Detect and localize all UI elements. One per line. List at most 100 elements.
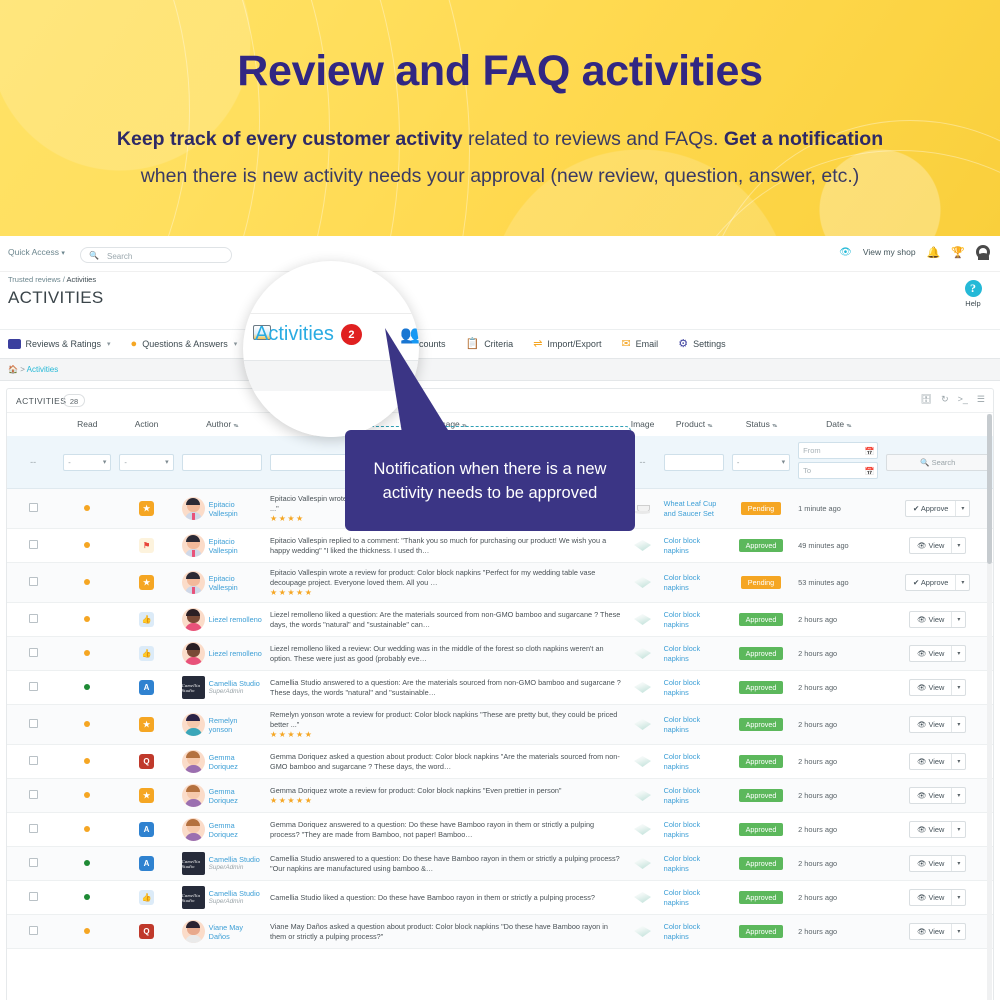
- row-action-label[interactable]: 👁 View: [917, 825, 945, 834]
- scrollbar-thumb[interactable]: [987, 414, 992, 564]
- chevron-down-icon[interactable]: ▾: [951, 612, 965, 627]
- row-action-button[interactable]: 👁 View ▾: [909, 821, 967, 838]
- row-action-button[interactable]: ✔ Approve ▾: [905, 500, 971, 517]
- product-link[interactable]: Color block napkins: [663, 820, 701, 839]
- author-name[interactable]: Gemma Doriquez: [208, 820, 238, 839]
- row-checkbox[interactable]: [28, 682, 38, 691]
- row-action-button[interactable]: 👁 View ▾: [909, 537, 967, 554]
- row-action-button[interactable]: 👁 View ▾: [909, 889, 967, 906]
- bell-icon[interactable]: 🔔: [926, 246, 941, 259]
- filter-product-input[interactable]: [663, 453, 724, 471]
- tab-criteria[interactable]: 📋 Criteria: [465, 338, 513, 350]
- action-icon-answer[interactable]: A: [139, 856, 155, 871]
- action-icon-question[interactable]: Q: [139, 924, 155, 939]
- row-action-label[interactable]: 👁 View: [917, 893, 945, 902]
- table-scrollbar[interactable]: [987, 414, 992, 1000]
- console-icon[interactable]: >_: [957, 394, 968, 404]
- product-link[interactable]: Color block napkins: [663, 610, 701, 629]
- row-checkbox[interactable]: [28, 858, 38, 867]
- table-row[interactable]: ★ Epitacio Vallespin Epitacio Vallespin wr…: [7, 562, 993, 603]
- author-name[interactable]: Viane May Daños: [208, 922, 244, 941]
- row-action-label[interactable]: 👁 View: [917, 927, 945, 936]
- chevron-down-icon[interactable]: ▾: [951, 717, 965, 732]
- row-action-label[interactable]: 👁 View: [917, 649, 945, 658]
- chevron-down-icon[interactable]: ▾: [951, 856, 965, 871]
- chevron-down-icon[interactable]: ▾: [951, 788, 965, 803]
- table-row[interactable]: Q Gemma Doriquez Gemma Doriquez asked a qu…: [7, 744, 993, 779]
- author-name[interactable]: Remelyn yonson: [208, 715, 238, 734]
- row-checkbox[interactable]: [28, 790, 38, 799]
- col-status[interactable]: Status ▾▴: [727, 413, 795, 436]
- trophy-icon[interactable]: 🏆: [951, 246, 965, 259]
- row-action-button[interactable]: 👁 View ▾: [909, 787, 967, 804]
- action-icon-flag[interactable]: ⚑: [139, 538, 155, 553]
- filter-action-select[interactable]: - ▾: [119, 453, 174, 471]
- table-row[interactable]: A Camellia Studio Camellia Studio SuperAdmi…: [7, 670, 993, 705]
- row-checkbox[interactable]: [28, 892, 38, 901]
- chevron-down-icon[interactable]: ▾: [951, 822, 965, 837]
- refresh-icon[interactable]: ↻: [941, 394, 949, 404]
- home-icon[interactable]: 🏠: [8, 365, 18, 374]
- sort-icon[interactable]: ▾▴: [233, 423, 239, 429]
- account-icon[interactable]: [976, 245, 990, 260]
- calendar-icon[interactable]: 📅: [864, 447, 875, 456]
- chevron-down-icon[interactable]: ▾: [955, 575, 969, 590]
- row-action-button[interactable]: 👁 View ▾: [909, 611, 967, 628]
- action-icon-like[interactable]: 👍: [139, 890, 155, 905]
- col-date[interactable]: Date ▾▴: [794, 413, 883, 436]
- sort-icon[interactable]: ▾▴: [772, 423, 777, 429]
- row-action-label[interactable]: 👁 View: [917, 541, 945, 550]
- row-checkbox[interactable]: [28, 577, 38, 586]
- product-link[interactable]: Color block napkins: [663, 888, 701, 907]
- filter-read-select[interactable]: - ▾: [63, 453, 112, 471]
- magnified-activities-tab[interactable]: Activities 2: [255, 323, 362, 346]
- table-row[interactable]: ★ Gemma Doriquez Gemma Doriquez wrote a re…: [7, 778, 993, 813]
- product-link[interactable]: Color block napkins: [663, 786, 701, 805]
- chevron-down-icon[interactable]: ▾: [955, 501, 969, 516]
- product-link[interactable]: Wheat Leaf Cup and Saucer Set: [663, 499, 717, 518]
- row-checkbox[interactable]: [28, 503, 38, 512]
- action-icon-star[interactable]: ★: [139, 501, 155, 516]
- view-my-shop-link[interactable]: View my shop: [862, 247, 916, 257]
- product-link[interactable]: Color block napkins: [663, 678, 701, 697]
- columns-icon[interactable]: ☰: [976, 394, 985, 404]
- table-row[interactable]: A Gemma Doriquez Gemma Doriquez answered t…: [7, 812, 993, 847]
- row-action-button[interactable]: 👁 View ▾: [909, 645, 967, 662]
- row-checkbox[interactable]: [28, 719, 38, 728]
- col-product[interactable]: Product ▾▴: [659, 413, 728, 436]
- row-checkbox[interactable]: [28, 926, 38, 935]
- author-name[interactable]: Gemma Doriquez: [208, 786, 238, 805]
- row-action-label[interactable]: 👁 View: [917, 791, 945, 800]
- row-action-label[interactable]: 👁 View: [917, 859, 945, 868]
- chevron-down-icon[interactable]: ▾: [951, 754, 965, 769]
- chevron-down-icon[interactable]: ▾: [951, 924, 965, 939]
- chevron-down-icon[interactable]: ▾: [951, 680, 965, 695]
- quick-access-menu[interactable]: Quick Access ▾: [8, 247, 65, 257]
- secondary-breadcrumb-current[interactable]: Activities: [26, 365, 59, 374]
- row-action-button[interactable]: 👁 View ▾: [909, 753, 967, 770]
- row-action-label[interactable]: ✔ Approve: [913, 578, 949, 587]
- row-checkbox[interactable]: [28, 614, 38, 623]
- table-row[interactable]: A Camellia Studio Camellia Studio SuperAdmi…: [7, 846, 993, 881]
- row-action-button[interactable]: 👁 View ▾: [909, 679, 967, 696]
- table-row[interactable]: Q Viane May Daños Viane May Daños asked a …: [7, 914, 993, 949]
- tab-questions-answers[interactable]: ● Questions & Answers ▾: [131, 338, 238, 350]
- row-checkbox[interactable]: [28, 540, 38, 549]
- product-link[interactable]: Color block napkins: [663, 854, 701, 873]
- chevron-down-icon[interactable]: ▾: [951, 538, 965, 553]
- action-icon-star[interactable]: ★: [139, 717, 155, 732]
- product-link[interactable]: Color block napkins: [663, 922, 701, 941]
- filter-date-from[interactable]: From 📅: [798, 442, 879, 459]
- author-name[interactable]: Epitacio Vallespin: [208, 536, 238, 555]
- author-name[interactable]: Epitacio Vallespin: [208, 573, 238, 592]
- table-row[interactable]: 👍 Liezel remolleno Liezel remolleno liked …: [7, 636, 993, 671]
- row-action-button[interactable]: 👁 View ▾: [909, 855, 967, 872]
- action-icon-like[interactable]: 👍: [139, 612, 155, 627]
- table-row[interactable]: 👍 Camellia Studio Camellia Studio SuperAdmi…: [7, 880, 993, 915]
- row-action-label[interactable]: 👁 View: [917, 757, 945, 766]
- author-name[interactable]: Epitacio Vallespin: [208, 499, 238, 518]
- author-name[interactable]: Camellia Studio: [208, 855, 260, 864]
- row-action-button[interactable]: ✔ Approve ▾: [905, 574, 971, 591]
- filter-author-input[interactable]: [181, 453, 263, 471]
- help-button[interactable]: ? Help: [956, 280, 990, 308]
